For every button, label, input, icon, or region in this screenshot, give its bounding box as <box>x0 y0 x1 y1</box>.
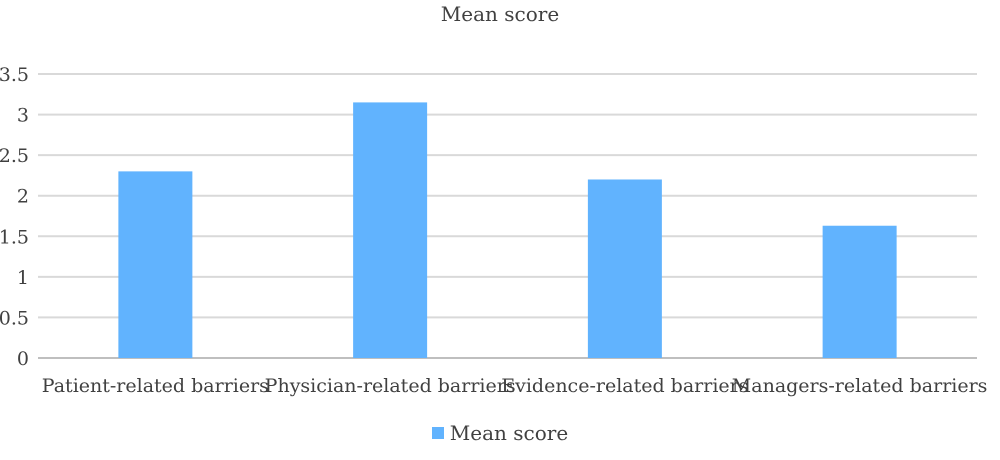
legend: Mean score <box>0 421 1000 445</box>
y-tick-label: 2 <box>17 186 29 208</box>
bar <box>587 179 662 358</box>
legend-label: Mean score <box>449 421 569 445</box>
y-tick-label: 0 <box>17 348 29 370</box>
legend-swatch <box>431 427 444 439</box>
x-tick-label: Physician-related barriers <box>265 375 516 397</box>
bar <box>118 171 193 358</box>
y-tick-label: 1 <box>17 267 29 289</box>
x-tick-label: Patient-related barriers <box>42 375 269 397</box>
x-tick-label: Managers-related barriers <box>732 375 988 397</box>
x-tick-label: Evidence-related barriers <box>501 375 748 397</box>
y-tick-label: 0.5 <box>0 307 29 329</box>
chart-title: Mean score <box>440 2 560 26</box>
y-tick-label: 3 <box>17 105 29 127</box>
bar <box>822 225 897 358</box>
y-tick-label: 3.5 <box>0 64 29 86</box>
y-tick-label: 1.5 <box>0 226 29 248</box>
y-tick-label: 2.5 <box>0 145 29 167</box>
bar <box>353 102 428 359</box>
